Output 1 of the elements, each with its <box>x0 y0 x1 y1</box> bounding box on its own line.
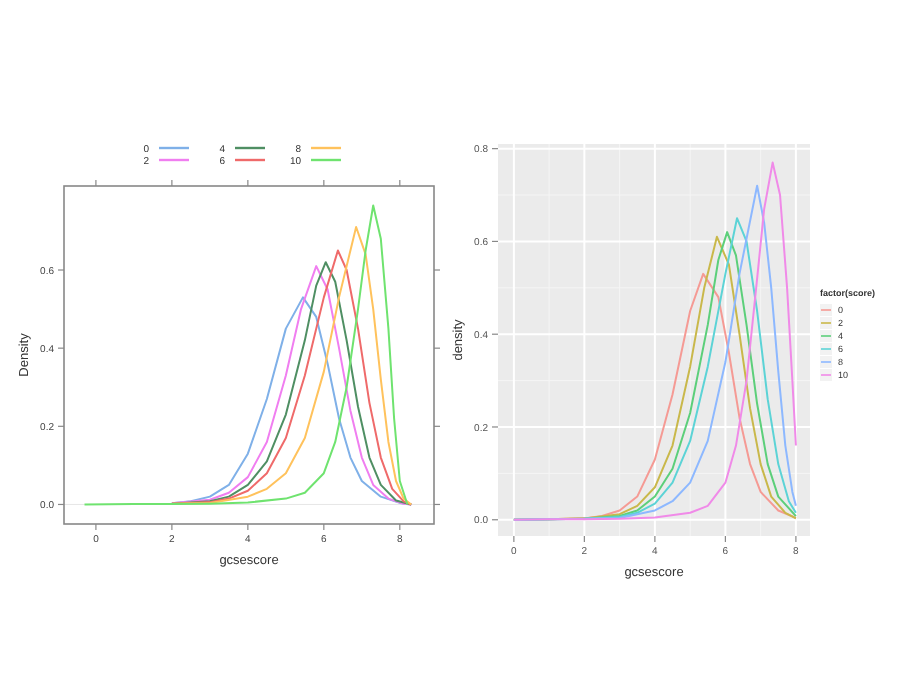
line-series <box>83 204 409 506</box>
